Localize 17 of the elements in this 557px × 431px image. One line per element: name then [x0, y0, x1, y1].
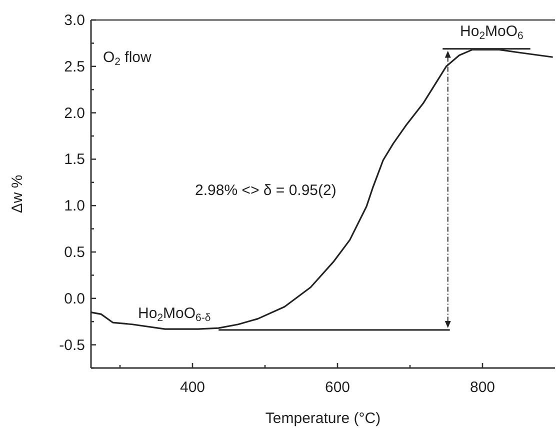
x-axis-title: Temperature (°C)	[265, 410, 381, 427]
y-tick-label: 2.0	[64, 104, 85, 122]
y-axis-title: Δw %	[9, 174, 26, 214]
y-tick-label: 0.0	[64, 290, 85, 308]
annotation: Ho$_{2}$MoO$_{6}$	[460, 23, 524, 42]
x-tick-label: 400	[180, 379, 206, 396]
x-tick-label: 800	[470, 379, 496, 396]
y-tick-label: 0.5	[64, 244, 85, 261]
y-tick-label: -0.5	[59, 336, 85, 354]
annotation: O$_{2}$ flow	[103, 49, 152, 68]
annotation: 2.98% <> δ = 0.95(2)	[195, 182, 336, 199]
y-tick-label: 3.0	[64, 12, 85, 29]
y-tick-label: 1.5	[64, 151, 85, 168]
annotation: Ho$_{2}$MoO$_{6-δ}$	[138, 305, 211, 324]
y-tick-label: 1.0	[64, 198, 85, 215]
y-tick-label: 2.5	[64, 58, 85, 76]
x-tick-label: 600	[324, 379, 350, 396]
